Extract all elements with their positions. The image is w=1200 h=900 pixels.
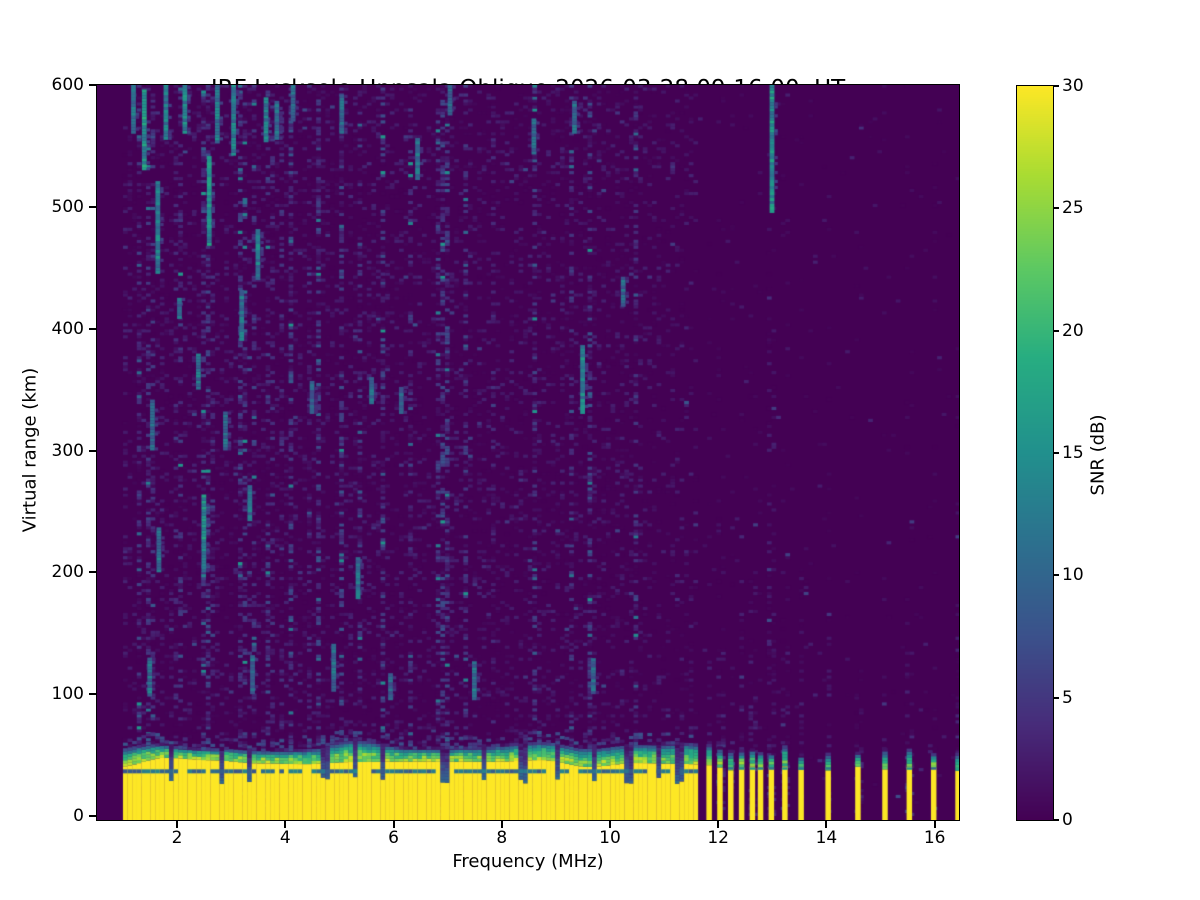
y-tick-label: 400 bbox=[51, 318, 84, 339]
colorbar-tick-mark bbox=[1054, 819, 1059, 821]
y-tick-mark bbox=[89, 449, 96, 452]
x-tick-mark bbox=[500, 821, 503, 828]
x-tick-label: 4 bbox=[279, 828, 291, 848]
y-tick-mark bbox=[89, 571, 96, 574]
y-tick-label: 300 bbox=[51, 440, 84, 461]
colorbar-tick-label: 30 bbox=[1062, 76, 1084, 96]
colorbar-tick-label: 25 bbox=[1062, 198, 1084, 219]
y-tick-label: 600 bbox=[51, 75, 84, 96]
colorbar-frame bbox=[1016, 85, 1054, 821]
colorbar-tick-label: 15 bbox=[1062, 443, 1084, 463]
y-tick-label: 0 bbox=[73, 806, 84, 826]
x-axis-label: Frequency (MHz) bbox=[452, 851, 604, 872]
x-tick-mark bbox=[933, 821, 936, 828]
colorbar-tick-mark bbox=[1054, 329, 1059, 332]
colorbar-tick-mark bbox=[1054, 574, 1059, 577]
x-tick-label: 8 bbox=[496, 828, 508, 848]
colorbar-tick-label: 10 bbox=[1062, 565, 1084, 586]
x-tick-label: 2 bbox=[171, 828, 183, 848]
colorbar-tick-label: 5 bbox=[1062, 687, 1073, 708]
x-tick-label: 10 bbox=[599, 828, 621, 848]
colorbar-tick-mark bbox=[1054, 207, 1059, 210]
ionogram-heatmap bbox=[97, 85, 959, 820]
colorbar-gradient bbox=[1017, 86, 1053, 820]
x-tick-mark bbox=[176, 821, 179, 828]
y-tick-mark bbox=[89, 205, 96, 208]
colorbar-tick-mark bbox=[1054, 696, 1059, 699]
plot-frame bbox=[96, 84, 960, 821]
x-tick-mark bbox=[392, 821, 395, 828]
x-tick-mark bbox=[717, 821, 720, 828]
colorbar-tick-mark bbox=[1054, 452, 1059, 454]
x-tick-label: 16 bbox=[923, 828, 946, 848]
y-tick-label: 500 bbox=[51, 196, 84, 217]
y-tick-mark bbox=[89, 815, 96, 817]
y-tick-mark bbox=[89, 327, 96, 330]
x-tick-label: 6 bbox=[388, 828, 399, 848]
x-tick-mark bbox=[608, 821, 611, 828]
colorbar-tick-mark bbox=[1054, 85, 1059, 87]
y-tick-label: 200 bbox=[51, 562, 84, 583]
x-tick-mark bbox=[825, 821, 828, 828]
x-tick-label: 12 bbox=[707, 828, 729, 848]
y-tick-mark bbox=[89, 693, 96, 696]
y-tick-label: 100 bbox=[51, 684, 84, 705]
x-tick-mark bbox=[284, 821, 287, 828]
colorbar-tick-label: 0 bbox=[1062, 810, 1073, 830]
colorbar-tick-label: 20 bbox=[1062, 320, 1084, 341]
y-tick-mark bbox=[89, 84, 96, 87]
x-tick-label: 14 bbox=[815, 828, 838, 848]
